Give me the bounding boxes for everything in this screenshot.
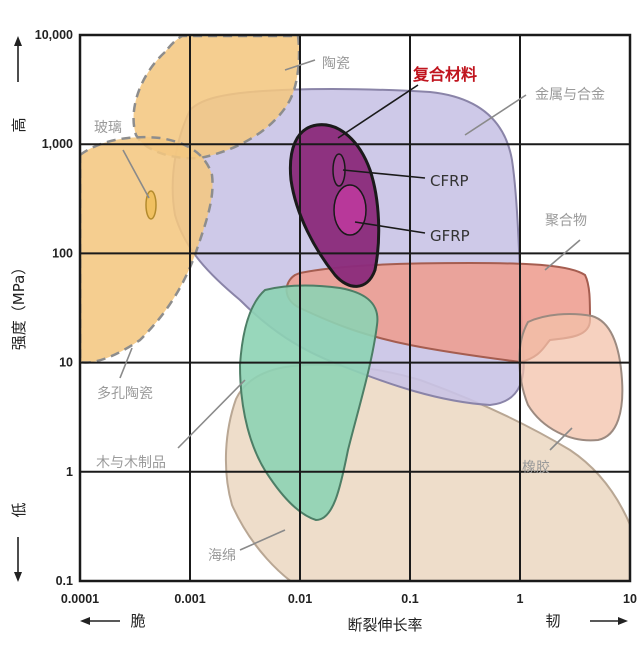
- label-wood: 木与木制品: [96, 455, 166, 471]
- label-sponge: 海绵: [208, 547, 236, 564]
- y-arrow-up-head-icon: [14, 36, 22, 46]
- y-tick-label: 1: [66, 465, 73, 479]
- leader-metals: [464, 94, 527, 136]
- leader-glass: [122, 149, 150, 199]
- y-tick-label: 0.1: [56, 574, 73, 588]
- label-composites: 复合材料: [412, 65, 477, 84]
- leader-sponge: [239, 529, 286, 551]
- y-tick-label: 10,000: [35, 28, 73, 42]
- y-axis-high: 高: [10, 117, 28, 132]
- x-arrow-left-head-icon: [80, 617, 90, 625]
- leader-cfrp: [342, 169, 426, 179]
- leader-wood: [177, 379, 246, 449]
- x-tick-label: 0.01: [288, 592, 312, 606]
- x-tick-label: 0.0001: [61, 592, 99, 606]
- x-tick-label: 0.1: [401, 592, 418, 606]
- plot-frame: [78, 33, 632, 583]
- label-rubber: 橡胶: [522, 459, 550, 476]
- y-axis-low: 低: [10, 502, 28, 517]
- y-tick-label: 100: [52, 246, 73, 260]
- label-ceramics: 陶瓷: [322, 56, 350, 72]
- y-tick-labels: 0.1 1 10 100 1,000 10,000: [35, 28, 73, 588]
- x-axis-high: 韧: [545, 612, 560, 630]
- label-gfrp: GFRP: [430, 227, 470, 245]
- leader-composites: [337, 84, 419, 139]
- label-metals: 金属与合金: [535, 87, 605, 103]
- x-axis: 脆 断裂伸长率 韧: [80, 612, 628, 634]
- grid: [80, 35, 630, 581]
- x-axis-title: 断裂伸长率: [347, 616, 422, 634]
- y-tick-label: 10: [59, 356, 73, 370]
- region-gfrp: [333, 184, 367, 236]
- leader-polymers: [544, 239, 581, 271]
- label-polymers: 聚合物: [545, 213, 587, 229]
- x-tick-labels: 0.0001 0.001 0.01 0.1 1 10: [61, 592, 637, 606]
- label-glass: 玻璃: [94, 119, 122, 136]
- x-tick-label: 1: [517, 592, 524, 606]
- leader-rubber: [549, 427, 573, 451]
- label-cfrp: CFRP: [430, 172, 469, 190]
- region-wood: [238, 284, 379, 522]
- y-arrow-down-head-icon: [14, 572, 22, 582]
- leader-porous: [119, 347, 133, 379]
- x-tick-label: 10: [623, 592, 637, 606]
- leader-ceramics: [284, 59, 316, 71]
- region-rubber: [518, 313, 624, 442]
- region-porous-ceramics: [80, 135, 214, 364]
- y-axis: 高 强度（MPa） 低: [10, 36, 28, 582]
- label-porous-ceramics: 多孔陶瓷: [97, 385, 153, 402]
- x-tick-label: 0.001: [174, 592, 205, 606]
- x-axis-low: 脆: [130, 612, 145, 630]
- leader-gfrp: [354, 221, 426, 234]
- y-axis-title: 强度（MPa）: [10, 260, 28, 351]
- y-tick-label: 1,000: [42, 137, 73, 151]
- x-arrow-right-head-icon: [618, 617, 628, 625]
